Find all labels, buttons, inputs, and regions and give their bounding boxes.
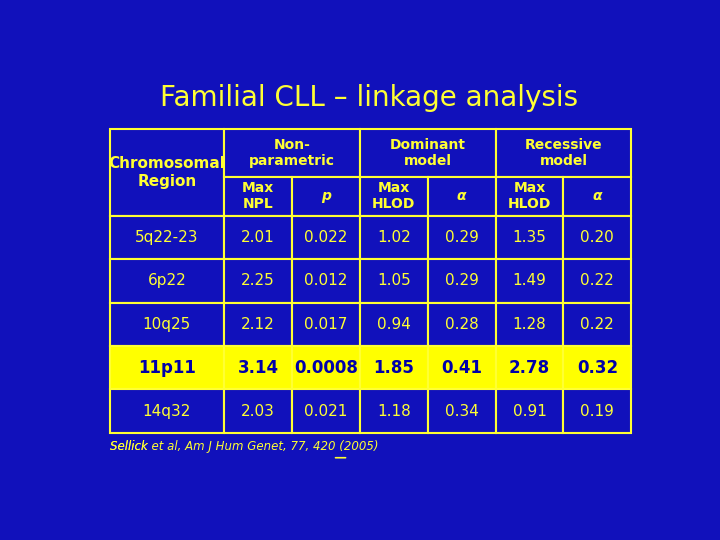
Bar: [564, 389, 631, 433]
Text: Sellick et al, Am J Hum Genet, 77, 420 (2005): Sellick et al, Am J Hum Genet, 77, 420 (…: [109, 440, 378, 453]
Text: 1.28: 1.28: [513, 317, 546, 332]
Bar: [109, 389, 225, 433]
Bar: [495, 259, 564, 302]
Bar: [428, 302, 495, 346]
Text: 14q32: 14q32: [143, 403, 191, 418]
Bar: [109, 302, 225, 346]
Bar: [109, 216, 225, 259]
Text: Non-
parametric: Non- parametric: [249, 138, 335, 168]
Text: α: α: [457, 190, 467, 203]
Text: 0.22: 0.22: [580, 317, 614, 332]
Bar: [360, 129, 495, 177]
Text: Familial CLL – linkage analysis: Familial CLL – linkage analysis: [160, 84, 578, 112]
Text: Max
NPL: Max NPL: [242, 181, 274, 211]
Bar: [428, 389, 495, 433]
Bar: [360, 302, 428, 346]
Bar: [225, 346, 292, 389]
Text: 5q22-23: 5q22-23: [135, 230, 199, 245]
Bar: [360, 259, 428, 302]
Text: 0.41: 0.41: [441, 359, 482, 377]
Text: 1.49: 1.49: [513, 273, 546, 288]
Text: 1.85: 1.85: [374, 359, 414, 377]
Bar: [564, 216, 631, 259]
Text: 0.29: 0.29: [445, 273, 479, 288]
Bar: [495, 216, 564, 259]
Text: 0.32: 0.32: [577, 359, 618, 377]
Text: 0.20: 0.20: [580, 230, 614, 245]
Text: 0.28: 0.28: [445, 317, 479, 332]
Bar: [428, 177, 495, 216]
Bar: [495, 346, 564, 389]
Text: 10q25: 10q25: [143, 317, 191, 332]
Text: 0.91: 0.91: [513, 403, 546, 418]
Text: 0.29: 0.29: [445, 230, 479, 245]
Bar: [428, 259, 495, 302]
Text: Dominant
model: Dominant model: [390, 138, 466, 168]
Text: 3.14: 3.14: [238, 359, 279, 377]
Bar: [292, 389, 360, 433]
Bar: [564, 302, 631, 346]
Bar: [225, 389, 292, 433]
Text: 1.02: 1.02: [377, 230, 410, 245]
Bar: [225, 177, 292, 216]
Bar: [292, 216, 360, 259]
Bar: [225, 259, 292, 302]
Text: 11p11: 11p11: [138, 359, 196, 377]
Bar: [225, 129, 360, 177]
Bar: [495, 177, 564, 216]
Bar: [360, 177, 428, 216]
Bar: [109, 259, 225, 302]
Text: 0.017: 0.017: [305, 317, 348, 332]
Text: 0.19: 0.19: [580, 403, 614, 418]
Text: 0.021: 0.021: [305, 403, 348, 418]
Text: 2.78: 2.78: [509, 359, 550, 377]
Text: p: p: [321, 190, 331, 203]
Bar: [109, 129, 225, 216]
Bar: [292, 346, 360, 389]
Text: 0.34: 0.34: [445, 403, 479, 418]
Text: 2.03: 2.03: [241, 403, 275, 418]
Text: 0.012: 0.012: [305, 273, 348, 288]
Bar: [564, 259, 631, 302]
Bar: [564, 346, 631, 389]
Bar: [428, 346, 495, 389]
Text: 0.22: 0.22: [580, 273, 614, 288]
Text: 1.18: 1.18: [377, 403, 410, 418]
Text: Recessive
model: Recessive model: [525, 138, 602, 168]
Bar: [495, 302, 564, 346]
Text: 2.25: 2.25: [241, 273, 275, 288]
Bar: [292, 259, 360, 302]
Text: 0.022: 0.022: [305, 230, 348, 245]
Text: Max
HLOD: Max HLOD: [508, 181, 552, 211]
Text: 6p22: 6p22: [148, 273, 186, 288]
Text: 0.94: 0.94: [377, 317, 411, 332]
Bar: [225, 216, 292, 259]
Bar: [360, 216, 428, 259]
Bar: [495, 129, 631, 177]
Bar: [428, 216, 495, 259]
Bar: [495, 389, 564, 433]
Text: Sellick: Sellick: [109, 440, 151, 453]
Text: α: α: [593, 190, 602, 203]
Bar: [564, 177, 631, 216]
Text: 0.0008: 0.0008: [294, 359, 358, 377]
Text: 2.01: 2.01: [241, 230, 275, 245]
Bar: [360, 389, 428, 433]
Text: 1.05: 1.05: [377, 273, 410, 288]
Bar: [109, 346, 225, 389]
Bar: [360, 346, 428, 389]
Text: 1.35: 1.35: [513, 230, 546, 245]
Bar: [292, 177, 360, 216]
Bar: [225, 302, 292, 346]
Text: Chromosomal
Region: Chromosomal Region: [109, 156, 225, 188]
Text: Max
HLOD: Max HLOD: [372, 181, 415, 211]
Bar: [292, 302, 360, 346]
Text: 2.12: 2.12: [241, 317, 275, 332]
